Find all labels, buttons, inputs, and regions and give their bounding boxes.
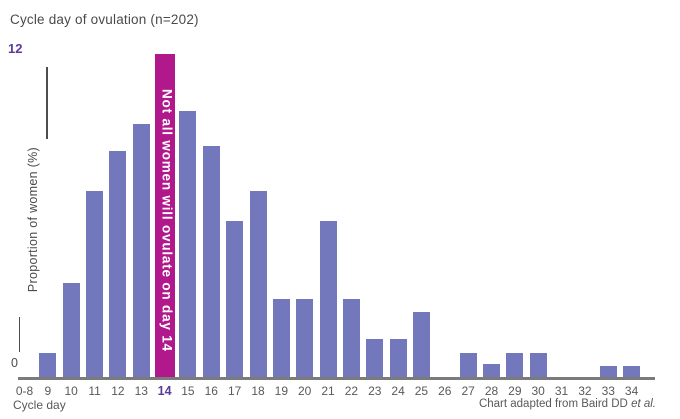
x-tick-18: 18 bbox=[251, 384, 265, 398]
x-tick-16: 16 bbox=[204, 384, 218, 398]
x-tick-34: 34 bbox=[624, 384, 639, 398]
x-tick-28: 28 bbox=[484, 384, 499, 398]
x-tick-32: 32 bbox=[578, 384, 592, 398]
x-axis-line bbox=[18, 377, 655, 380]
x-tick-24: 24 bbox=[391, 384, 405, 398]
x-tick-17: 17 bbox=[227, 384, 242, 398]
bar-day-10 bbox=[62, 283, 80, 377]
x-tick-25: 25 bbox=[414, 384, 429, 398]
bar-day-15 bbox=[179, 111, 197, 377]
y-axis-line-lower bbox=[18, 317, 20, 352]
bar-day-33 bbox=[599, 366, 617, 377]
bar-day-18 bbox=[249, 191, 267, 377]
x-tick-26: 26 bbox=[438, 384, 452, 398]
x-tick-14: 14 bbox=[157, 384, 172, 398]
x-tick-21: 21 bbox=[321, 384, 335, 398]
bar-day-30 bbox=[529, 353, 547, 377]
bar-day-27 bbox=[459, 353, 477, 377]
bar-day-14: Not all women will ovulate on day 14 bbox=[154, 54, 175, 377]
x-tick-0-8: 0-8 bbox=[15, 384, 34, 398]
y-axis-line-upper bbox=[46, 67, 48, 139]
x-tick-15: 15 bbox=[181, 384, 195, 398]
x-tick-10: 10 bbox=[64, 384, 78, 398]
bar-day-21 bbox=[319, 221, 337, 377]
attribution-et-al: et al. bbox=[631, 398, 656, 410]
attribution-text: Chart adapted from Baird DD et al. bbox=[479, 398, 656, 410]
bar-day-28 bbox=[483, 364, 500, 377]
x-tick-30: 30 bbox=[531, 384, 545, 398]
x-tick-33: 33 bbox=[601, 384, 615, 398]
x-tick-20: 20 bbox=[298, 384, 312, 398]
x-tick-23: 23 bbox=[368, 384, 382, 398]
bar-day-12 bbox=[109, 151, 127, 377]
bar-day-34 bbox=[623, 366, 641, 377]
x-axis-title: Cycle day bbox=[13, 398, 66, 412]
bar-day-29 bbox=[506, 353, 524, 377]
bar-day-23 bbox=[366, 339, 384, 377]
bar-day-13 bbox=[132, 124, 150, 377]
highlight-annotation: Not all women will ovulate on day 14 bbox=[159, 88, 175, 352]
bar-day-22 bbox=[342, 299, 360, 377]
y-axis-title: Proportion of women (%) bbox=[26, 147, 40, 293]
bar-day-11 bbox=[86, 191, 104, 377]
y-axis-min-label: 0 bbox=[11, 356, 18, 370]
bar-day-25 bbox=[412, 312, 430, 377]
x-tick-11: 11 bbox=[88, 384, 101, 398]
bar-day-17 bbox=[226, 221, 244, 377]
bar-day-16 bbox=[202, 146, 220, 377]
attribution-prefix: Chart adapted from Baird DD bbox=[478, 398, 632, 410]
bar-day-20 bbox=[296, 299, 314, 377]
bar-day-9 bbox=[39, 353, 57, 377]
x-tick-22: 22 bbox=[344, 384, 359, 398]
x-tick-13: 13 bbox=[134, 384, 148, 398]
x-tick-12: 12 bbox=[111, 384, 125, 398]
bar-day-19 bbox=[272, 299, 290, 377]
x-tick-29: 29 bbox=[508, 384, 522, 398]
x-tick-27: 27 bbox=[461, 384, 475, 398]
x-tick-9: 9 bbox=[44, 384, 52, 398]
chart-title: Cycle day of ovulation (n=202) bbox=[10, 12, 199, 27]
y-axis-max-label: 12 bbox=[8, 41, 23, 56]
bar-day-24 bbox=[389, 339, 407, 377]
x-tick-19: 19 bbox=[274, 384, 289, 398]
x-tick-31: 31 bbox=[554, 384, 569, 398]
